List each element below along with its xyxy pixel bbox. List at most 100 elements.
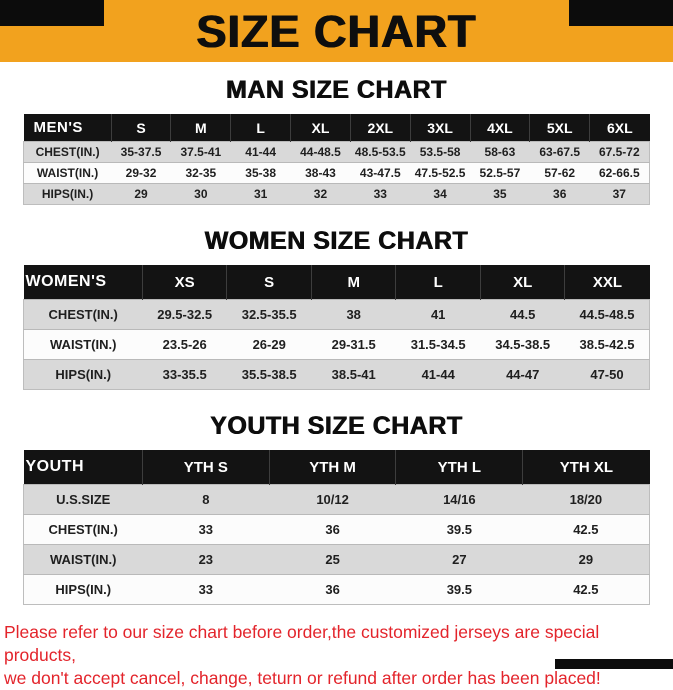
size-value-cell: 29-32 — [111, 162, 171, 184]
size-value-cell: 33 — [350, 183, 411, 205]
table-title-cell: WOMEN'S — [23, 265, 143, 300]
size-value-cell: 63-67.5 — [529, 141, 590, 163]
size-value-cell: 8 — [142, 484, 270, 515]
size-column-header: L — [395, 265, 481, 300]
size-value-cell: 38-43 — [290, 162, 351, 184]
measurement-row: WAIST(IN.) 23.5-26 26-29 29-31.5 31.5-34.5 34… — [23, 329, 650, 360]
size-value-cell: 36 — [529, 183, 590, 205]
row-label: HIPS(IN.) — [23, 359, 143, 390]
mens-table-wrap: MEN'S S M L XL 2XL 3XL 4XL 5XL 6XL CHEST(IN.) 35-37… — [23, 114, 650, 205]
size-value-cell: 39.5 — [395, 514, 523, 545]
size-column-header: YTH XL — [522, 450, 650, 485]
corner-block-top-right — [569, 0, 673, 26]
size-value-cell: 29 — [111, 183, 171, 205]
row-label: HIPS(IN.) — [23, 574, 143, 605]
size-value-cell: 35 — [470, 183, 530, 205]
size-value-cell: 48.5-53.5 — [350, 141, 411, 163]
measurement-row: HIPS(IN.) 33-35.5 35.5-38.5 38.5-41 41-44 44-… — [23, 359, 650, 390]
row-label: U.S.SIZE — [23, 484, 143, 515]
size-value-cell: 33 — [142, 514, 270, 545]
size-value-cell: 53.5-58 — [410, 141, 470, 163]
size-value-cell: 43-47.5 — [350, 162, 411, 184]
size-value-cell: 42.5 — [522, 514, 650, 545]
womens-section-heading: WOMEN SIZE CHART — [204, 227, 469, 255]
size-value-cell: 29-31.5 — [311, 329, 396, 360]
size-value-cell: 25 — [269, 544, 396, 575]
size-value-cell: 32 — [290, 183, 351, 205]
size-value-cell: 62-66.5 — [589, 162, 650, 184]
corner-block-bottom-right — [555, 659, 673, 669]
size-column-header: 5XL — [529, 114, 591, 142]
size-value-cell: 38 — [311, 299, 396, 330]
page-title: SIZE CHART — [196, 5, 477, 57]
size-value-cell: 23.5-26 — [142, 329, 227, 360]
measurement-row: WAIST(IN.) 29-32 32-35 35-38 38-43 43-47.5 47.… — [23, 162, 650, 184]
size-value-cell: 44-48.5 — [290, 141, 351, 163]
size-column-header: XS — [142, 265, 228, 300]
size-value-cell: 37.5-41 — [170, 141, 231, 163]
size-column-header: YTH M — [269, 450, 397, 485]
size-value-cell: 36 — [269, 574, 396, 605]
size-value-cell: 33-35.5 — [142, 359, 227, 390]
size-value-cell: 58-63 — [470, 141, 530, 163]
row-label: HIPS(IN.) — [23, 183, 112, 205]
corner-block-top-left — [0, 0, 104, 26]
mens-size-table: MEN'S S M L XL 2XL 3XL 4XL 5XL 6XL CHEST(IN.) 35-37… — [23, 114, 650, 205]
size-value-cell: 32-35 — [170, 162, 231, 184]
size-column-header: S — [111, 114, 172, 142]
table-header-row: YOUTH YTH S YTH M YTH L YTH XL — [23, 450, 650, 485]
row-label: CHEST(IN.) — [23, 299, 143, 330]
size-column-header: 4XL — [470, 114, 531, 142]
size-value-cell: 30 — [170, 183, 231, 205]
measurement-row: WAIST(IN.) 23 25 27 29 — [23, 544, 650, 575]
youth-size-section: YOUTH SIZE CHART YOUTH YTH S YTH M YTH L YTH… — [0, 412, 673, 605]
table-title-cell: YOUTH — [23, 450, 143, 485]
size-value-cell: 44.5 — [480, 299, 565, 330]
size-column-header: YTH S — [142, 450, 270, 485]
youth-section-heading: YOUTH SIZE CHART — [210, 412, 463, 440]
measurement-row: HIPS(IN.) 33 36 39.5 42.5 — [23, 574, 650, 605]
size-column-header: 2XL — [350, 114, 411, 142]
measurement-row: CHEST(IN.) 35-37.5 37.5-41 41-44 44-48.5 48.5… — [23, 141, 650, 163]
size-value-cell: 44.5-48.5 — [564, 299, 650, 330]
womens-table-wrap: WOMEN'S XS S M L XL XXL CHEST(IN.) 29.5-32.5 32.5… — [23, 265, 650, 390]
measurement-row: U.S.SIZE 8 10/12 14/16 18/20 — [23, 484, 650, 515]
size-value-cell: 34 — [410, 183, 470, 205]
size-column-header: L — [230, 114, 292, 142]
size-value-cell: 29.5-32.5 — [142, 299, 227, 330]
size-value-cell: 29 — [522, 544, 650, 575]
size-column-header: M — [170, 114, 232, 142]
size-value-cell: 41-44 — [230, 141, 291, 163]
table-title-cell: MEN'S — [23, 114, 112, 142]
row-label: CHEST(IN.) — [23, 141, 112, 163]
row-label: CHEST(IN.) — [23, 514, 143, 545]
size-value-cell: 35.5-38.5 — [226, 359, 312, 390]
size-value-cell: 57-62 — [529, 162, 590, 184]
size-value-cell: 35-38 — [230, 162, 291, 184]
size-value-cell: 37 — [589, 183, 650, 205]
size-value-cell: 34.5-38.5 — [480, 329, 565, 360]
disclaimer-line-1: Please refer to our size chart before or… — [4, 622, 600, 666]
size-value-cell: 26-29 — [226, 329, 312, 360]
row-label: WAIST(IN.) — [23, 544, 143, 575]
size-value-cell: 14/16 — [395, 484, 523, 515]
size-column-header: XXL — [564, 265, 650, 300]
size-column-header: XL — [290, 114, 351, 142]
size-value-cell: 18/20 — [522, 484, 650, 515]
size-value-cell: 38.5-41 — [311, 359, 396, 390]
size-value-cell: 10/12 — [269, 484, 396, 515]
table-header-row: MEN'S S M L XL 2XL 3XL 4XL 5XL 6XL — [23, 114, 650, 142]
row-label: WAIST(IN.) — [23, 329, 143, 360]
measurement-row: HIPS(IN.) 29 30 31 32 33 34 35 36 37 — [23, 183, 650, 205]
disclaimer-line-2: we don't accept cancel, change, teturn o… — [4, 668, 601, 689]
size-column-header: XL — [480, 265, 566, 300]
youth-table-wrap: YOUTH YTH S YTH M YTH L YTH XL U.S.SIZE 8 10/12… — [23, 450, 650, 605]
size-value-cell: 52.5-57 — [470, 162, 530, 184]
womens-size-section: WOMEN SIZE CHART WOMEN'S XS S M L XL XXL CHEST(… — [0, 227, 673, 390]
youth-size-table: YOUTH YTH S YTH M YTH L YTH XL U.S.SIZE 8 10/12… — [23, 450, 650, 605]
size-column-header: 6XL — [589, 114, 650, 142]
size-value-cell: 47-50 — [564, 359, 650, 390]
banner: SIZE CHART — [0, 0, 673, 62]
size-value-cell: 35-37.5 — [111, 141, 171, 163]
size-value-cell: 36 — [269, 514, 396, 545]
